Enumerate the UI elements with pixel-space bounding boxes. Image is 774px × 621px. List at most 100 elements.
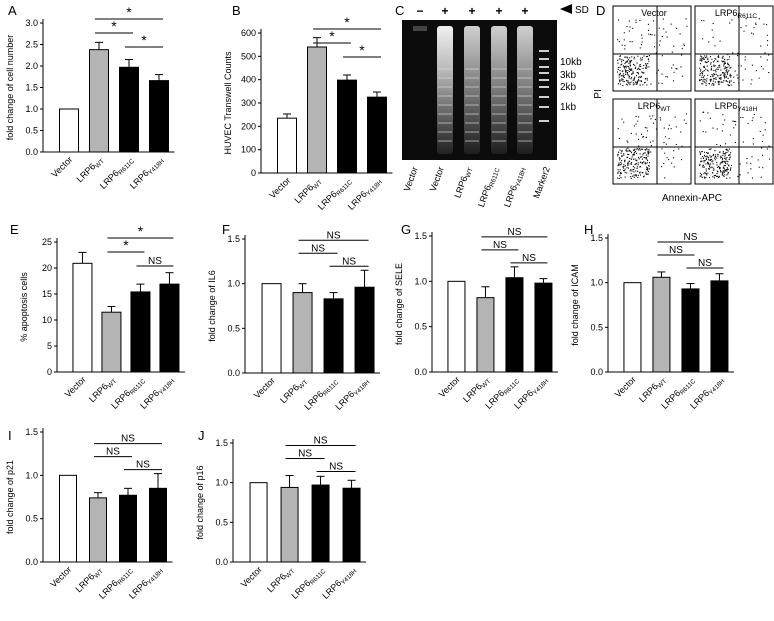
y-tick-label: 1.5 bbox=[414, 231, 427, 241]
flow-dot bbox=[672, 64, 674, 66]
flow-dot bbox=[619, 149, 621, 151]
flow-dot bbox=[722, 57, 724, 59]
flow-dot bbox=[624, 168, 626, 170]
flow-dot bbox=[629, 170, 631, 172]
flow-dot bbox=[766, 24, 768, 26]
flow-dot bbox=[752, 117, 754, 119]
flow-dot bbox=[722, 81, 724, 83]
flow-dot bbox=[714, 65, 716, 67]
flow-dot bbox=[628, 62, 630, 64]
flow-dot bbox=[702, 57, 705, 59]
marker-band bbox=[539, 66, 549, 68]
flow-dot bbox=[724, 157, 726, 160]
flow-dot bbox=[633, 149, 635, 151]
flow-dot bbox=[635, 163, 637, 165]
flow-dot bbox=[658, 82, 660, 84]
gel-sign: + bbox=[521, 4, 528, 18]
flow-dot bbox=[630, 169, 632, 171]
flow-dot bbox=[740, 27, 742, 29]
flow-dot bbox=[673, 166, 675, 168]
flow-dot bbox=[709, 80, 711, 82]
flow-dot bbox=[639, 153, 641, 155]
flow-dot bbox=[706, 156, 708, 158]
flow-dot bbox=[641, 161, 643, 164]
flow-dot bbox=[699, 163, 701, 165]
flow-dot bbox=[714, 157, 716, 159]
bar bbox=[681, 288, 700, 373]
flow-dot bbox=[632, 27, 634, 29]
flow-dot bbox=[734, 70, 736, 72]
x-tick-label: LRP6Y418H bbox=[128, 154, 166, 192]
flow-dot bbox=[629, 41, 631, 43]
flow-dot bbox=[627, 162, 629, 164]
flow-dot bbox=[623, 165, 625, 168]
flow-dot bbox=[725, 162, 727, 164]
y-tick-label: 0.5 bbox=[414, 322, 427, 332]
flow-dot bbox=[634, 158, 636, 160]
flow-dot bbox=[619, 175, 621, 177]
flow-dot bbox=[658, 27, 660, 29]
flow-dot bbox=[647, 169, 649, 171]
y-tick-label: 0.0 bbox=[414, 367, 427, 377]
flow-dot bbox=[646, 127, 648, 129]
flow-dot bbox=[641, 34, 643, 36]
flow-dot bbox=[635, 162, 637, 165]
bar bbox=[710, 280, 729, 373]
flow-dot bbox=[704, 172, 706, 174]
flow-dot bbox=[626, 172, 628, 174]
flow-dot bbox=[634, 151, 636, 153]
flow-dot bbox=[634, 164, 636, 166]
flow-dot bbox=[712, 61, 714, 63]
flow-dot bbox=[683, 43, 685, 45]
flow-dot bbox=[747, 122, 749, 125]
flow-dot bbox=[645, 154, 648, 156]
flow-dot bbox=[638, 116, 640, 118]
flow-dot bbox=[639, 19, 641, 22]
y-tick-label: 15 bbox=[42, 289, 52, 299]
flow-dot bbox=[725, 169, 727, 171]
flow-dot bbox=[727, 62, 729, 64]
flow-dot bbox=[659, 117, 661, 119]
flow-dot bbox=[637, 156, 640, 159]
flow-dot bbox=[706, 61, 708, 63]
y-tick-label: 0 bbox=[251, 168, 256, 178]
flow-dot bbox=[762, 167, 764, 169]
flow-dot bbox=[635, 115, 637, 117]
flow-dot bbox=[623, 32, 625, 34]
flow-dot bbox=[717, 55, 720, 57]
flow-dot bbox=[639, 149, 641, 151]
flow-dot bbox=[638, 158, 640, 160]
flow-dot bbox=[717, 155, 719, 157]
flow-dot bbox=[702, 70, 704, 73]
flow-dot bbox=[712, 160, 714, 162]
flow-dot bbox=[632, 71, 634, 73]
flow-dot bbox=[630, 78, 632, 80]
flow-dot bbox=[703, 66, 705, 68]
bar bbox=[149, 80, 169, 153]
flow-dot bbox=[727, 71, 729, 73]
flow-dot bbox=[729, 154, 731, 156]
flow-dot bbox=[699, 164, 701, 166]
flow-dot bbox=[685, 18, 687, 20]
flow-dot bbox=[635, 19, 637, 21]
flow-dot bbox=[622, 76, 624, 78]
bar bbox=[89, 497, 107, 563]
flow-dot bbox=[719, 40, 721, 42]
flow-dot bbox=[700, 69, 702, 71]
flow-dot bbox=[752, 138, 754, 140]
flow-dot bbox=[729, 22, 731, 24]
flow-dot bbox=[720, 74, 722, 76]
flow-dot bbox=[722, 55, 724, 57]
flow-dot bbox=[719, 157, 721, 159]
flow-dot bbox=[714, 45, 716, 47]
marker-band bbox=[539, 72, 549, 74]
bar bbox=[59, 108, 79, 153]
flow-dot bbox=[647, 153, 649, 155]
flow-dot bbox=[646, 130, 649, 132]
flow-dot bbox=[727, 150, 729, 152]
flow-dot bbox=[648, 162, 651, 164]
flow-dot bbox=[643, 157, 645, 159]
flow-dot bbox=[633, 79, 635, 81]
flow-dot bbox=[724, 154, 726, 156]
flow-dot bbox=[701, 56, 703, 58]
